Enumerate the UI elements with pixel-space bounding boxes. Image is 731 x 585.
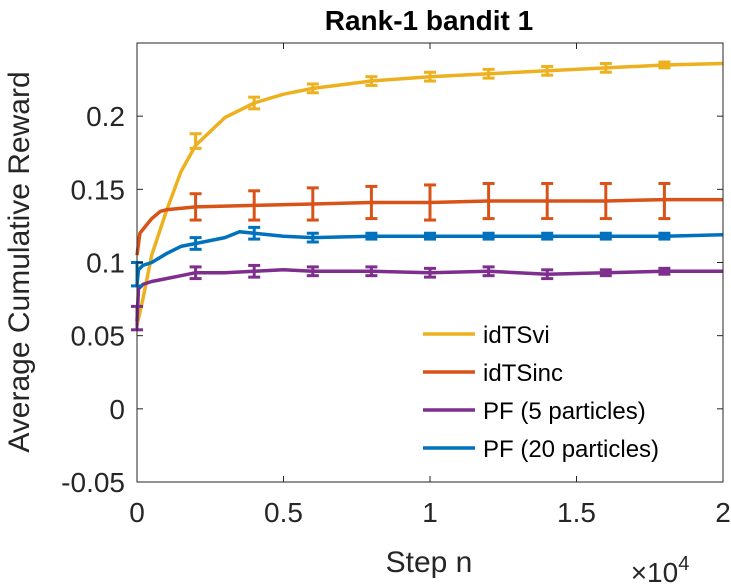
legend-label: idTSinc (483, 360, 563, 387)
y-tick-label: -0.05 (61, 467, 125, 498)
error-bar (541, 181, 554, 221)
error-bar (189, 236, 202, 251)
error-bar (365, 75, 378, 87)
error-bar (541, 268, 554, 281)
legend-item: PF (20 particles) (423, 436, 659, 463)
y-tick-label: 0.2 (86, 101, 125, 132)
error-bar (424, 70, 436, 83)
legend: idTSvi idTSinc PF (5 particles) PF (20 part… (417, 312, 711, 474)
error-bar (189, 192, 202, 222)
error-bar (248, 225, 261, 241)
error-bar (599, 61, 612, 74)
error-bar (482, 181, 495, 221)
error-bar (365, 231, 378, 241)
series-2 (131, 263, 723, 332)
x-tick-label: 2 (715, 497, 731, 528)
error-bar (424, 266, 436, 279)
error-bar (365, 184, 378, 221)
y-tick-label: 0.05 (71, 321, 126, 352)
error-bar (306, 82, 319, 95)
y-axis-label: Average Cumulative Reward (3, 71, 36, 452)
error-bar (424, 231, 436, 241)
error-bar (248, 263, 261, 279)
x-multiplier: ×104 (631, 553, 690, 585)
error-bar (248, 95, 261, 111)
legend-item: idTSvi (423, 322, 550, 349)
error-bar (424, 183, 436, 222)
error-bar (306, 231, 319, 244)
legend-label: PF (5 particles) (483, 398, 646, 425)
y-tick-label: 0.15 (71, 174, 126, 205)
series-0 (135, 60, 724, 326)
error-bar (248, 189, 261, 222)
error-bar (599, 181, 612, 221)
y-tick-label: 0 (109, 394, 125, 425)
series-line (135, 197, 723, 256)
x-multiplier-exponent: 4 (678, 553, 689, 575)
x-tick-label: 0 (129, 497, 145, 528)
x-axis-label: Step n (386, 546, 473, 579)
error-bar (658, 231, 671, 241)
x-tick-label: 0.5 (264, 497, 303, 528)
error-bar (482, 265, 495, 278)
series-line (135, 268, 723, 322)
legend-item: idTSinc (423, 360, 563, 387)
x-tick-label: 1 (422, 497, 438, 528)
series-1 (135, 181, 723, 256)
error-bar (482, 231, 495, 241)
x-tick-label: 1.5 (557, 497, 596, 528)
error-bar (306, 186, 319, 222)
error-bar (599, 268, 612, 278)
error-bar (658, 60, 671, 70)
error-bar (189, 265, 202, 281)
error-bar (189, 132, 202, 150)
error-bar (541, 64, 554, 77)
error-bar (306, 265, 319, 278)
error-bar (541, 231, 554, 241)
x-multiplier-base: ×10 (631, 557, 679, 585)
error-bar (658, 181, 671, 221)
error-bar (365, 265, 378, 278)
error-bar (658, 266, 671, 276)
error-bar (482, 67, 495, 80)
legend-label: idTSvi (483, 322, 550, 349)
error-bar (599, 231, 612, 241)
legend-item: PF (5 particles) (423, 398, 646, 425)
chart-title: Rank-1 bandit 1 (325, 5, 533, 36)
legend-label: PF (20 particles) (483, 436, 659, 463)
series-group (131, 60, 724, 332)
y-tick-label: 0.1 (86, 248, 125, 279)
series-line (135, 61, 724, 326)
